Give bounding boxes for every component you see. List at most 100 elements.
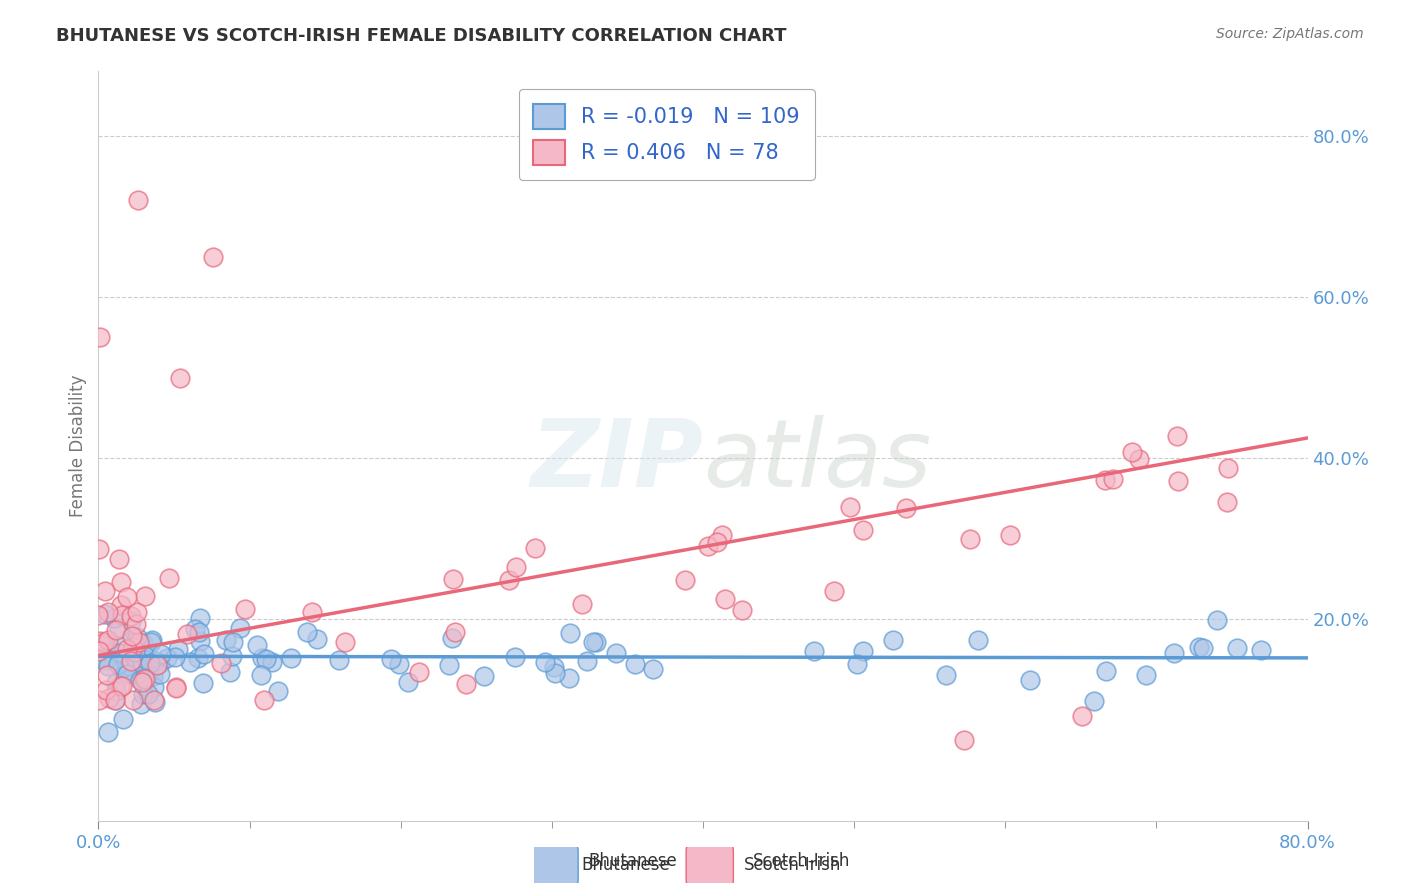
Point bbox=[110, 575, 132, 590]
Text: Source: ZipAtlas.com: Source: ZipAtlas.com bbox=[1216, 27, 1364, 41]
Point bbox=[894, 500, 917, 515]
Point bbox=[131, 656, 153, 670]
Point bbox=[280, 651, 302, 665]
Point bbox=[131, 697, 153, 711]
Point bbox=[533, 656, 555, 670]
Point bbox=[176, 627, 198, 641]
Point bbox=[295, 625, 318, 640]
Point bbox=[731, 603, 754, 617]
Point bbox=[1083, 694, 1105, 708]
Point bbox=[94, 640, 117, 654]
Point bbox=[134, 648, 156, 663]
Point bbox=[188, 610, 211, 624]
Point bbox=[94, 607, 117, 621]
Point bbox=[124, 645, 146, 659]
Point bbox=[714, 592, 737, 607]
Point bbox=[254, 652, 277, 666]
Point bbox=[222, 635, 245, 649]
Point bbox=[1166, 429, 1188, 443]
Point bbox=[305, 632, 328, 646]
Point bbox=[474, 669, 496, 683]
Point bbox=[165, 680, 187, 694]
Point bbox=[127, 194, 149, 208]
Point bbox=[1163, 646, 1185, 660]
Point bbox=[131, 675, 153, 690]
Point bbox=[104, 624, 127, 638]
Point bbox=[120, 614, 142, 628]
Point bbox=[149, 666, 172, 681]
Point bbox=[142, 669, 165, 683]
Point bbox=[149, 656, 172, 670]
Point bbox=[120, 609, 142, 624]
Point bbox=[118, 659, 141, 673]
Point bbox=[706, 534, 728, 549]
Point bbox=[1102, 472, 1125, 486]
Point bbox=[388, 657, 411, 671]
Point bbox=[441, 572, 464, 586]
Point bbox=[503, 650, 526, 665]
Point bbox=[882, 632, 904, 647]
Point bbox=[104, 683, 127, 698]
Point bbox=[1226, 641, 1249, 656]
Point bbox=[823, 584, 845, 599]
Point bbox=[104, 693, 127, 707]
Point bbox=[111, 608, 134, 623]
Point bbox=[229, 622, 252, 636]
Point bbox=[129, 669, 152, 683]
Point bbox=[396, 674, 419, 689]
Point bbox=[209, 656, 232, 670]
Point bbox=[139, 657, 162, 671]
Text: BHUTANESE VS SCOTCH-IRISH FEMALE DISABILITY CORRELATION CHART: BHUTANESE VS SCOTCH-IRISH FEMALE DISABIL… bbox=[56, 27, 787, 45]
Text: ZIP: ZIP bbox=[530, 415, 703, 507]
Point bbox=[498, 573, 520, 587]
Point bbox=[935, 668, 957, 682]
Text: atlas: atlas bbox=[703, 416, 931, 507]
Point bbox=[107, 657, 129, 672]
Point bbox=[852, 644, 875, 658]
Point bbox=[103, 611, 125, 625]
Point bbox=[1188, 640, 1211, 654]
Point bbox=[1095, 664, 1118, 678]
Point bbox=[1121, 444, 1143, 458]
Point bbox=[1206, 613, 1229, 627]
Point bbox=[145, 658, 167, 673]
Point bbox=[132, 671, 155, 685]
Point bbox=[560, 625, 582, 640]
Point bbox=[839, 500, 862, 515]
Point bbox=[97, 658, 120, 673]
FancyBboxPatch shape bbox=[686, 840, 734, 890]
Point bbox=[105, 676, 128, 690]
Point bbox=[97, 725, 120, 739]
Text: Scotch-Irish: Scotch-Irish bbox=[752, 852, 851, 870]
Point bbox=[93, 635, 115, 649]
Point bbox=[136, 686, 159, 700]
Point bbox=[846, 657, 869, 671]
Point bbox=[169, 370, 191, 384]
Point bbox=[96, 667, 118, 681]
Point bbox=[108, 679, 131, 693]
Point bbox=[250, 667, 273, 681]
Point bbox=[193, 647, 215, 661]
Point bbox=[89, 330, 111, 344]
Point bbox=[107, 640, 129, 654]
Point bbox=[146, 657, 169, 671]
Point bbox=[253, 693, 276, 707]
Point bbox=[122, 693, 145, 707]
Point bbox=[1094, 473, 1116, 487]
Point bbox=[1128, 451, 1150, 466]
Point bbox=[267, 684, 290, 698]
Point bbox=[128, 635, 150, 649]
Point bbox=[87, 608, 110, 623]
Point bbox=[543, 660, 565, 674]
Point bbox=[959, 532, 981, 546]
Point bbox=[605, 646, 627, 660]
Point bbox=[111, 712, 134, 726]
Point bbox=[96, 635, 118, 649]
Point bbox=[184, 622, 207, 636]
Point bbox=[94, 653, 117, 667]
Point bbox=[156, 651, 179, 665]
Point bbox=[1135, 668, 1157, 682]
Point bbox=[165, 681, 187, 696]
Point bbox=[697, 539, 720, 553]
Point bbox=[87, 542, 110, 557]
